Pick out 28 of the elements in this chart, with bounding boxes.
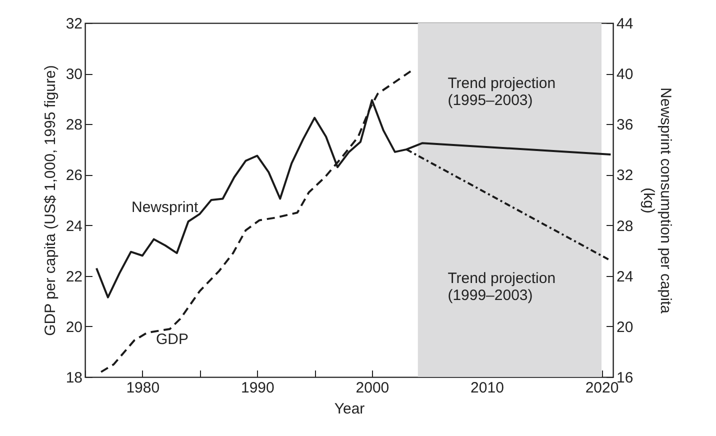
y2-tick-label: 28: [616, 218, 634, 235]
y2-tick-label: 40: [616, 66, 634, 84]
y-tick-label: 26: [66, 167, 82, 184]
y2-tick-label: 24: [616, 268, 634, 286]
x-tick-label: 1990: [240, 380, 274, 396]
x-tick-label: 2010: [470, 380, 504, 396]
y-tick-label: 24: [66, 218, 82, 235]
x-tick-label: 1980: [126, 380, 160, 396]
y-tick-label: 20: [66, 318, 82, 336]
y-tick-label: 28: [66, 116, 82, 134]
y-tick-label: 22: [66, 268, 82, 286]
y2-tick-label: 44: [616, 16, 634, 32]
series-label: GDP: [156, 330, 189, 348]
y2-tick-label: 16: [616, 370, 634, 386]
y-tick-label: 30: [66, 66, 82, 84]
annotation: Trend projection (1995–2003): [448, 75, 556, 110]
x-tick-label: 2020: [585, 380, 619, 396]
y2-axis-title: Newsprint consumption per capita (kg): [640, 88, 674, 314]
annotation: Trend projection (1999–2003): [448, 270, 556, 304]
x-tick-label: 2000: [356, 380, 390, 396]
series-label: Newsprint: [131, 199, 199, 216]
y2-tick-label: 32: [616, 167, 634, 184]
y-tick-label: 18: [66, 370, 82, 386]
y2-tick-label: 20: [616, 318, 634, 336]
y-axis-title: GDP per capita (US$ 1,000, 1995 figure): [42, 65, 59, 336]
x-axis-title: Year: [334, 400, 365, 418]
y-tick-label: 32: [66, 16, 82, 32]
y2-tick-label: 36: [616, 116, 634, 134]
